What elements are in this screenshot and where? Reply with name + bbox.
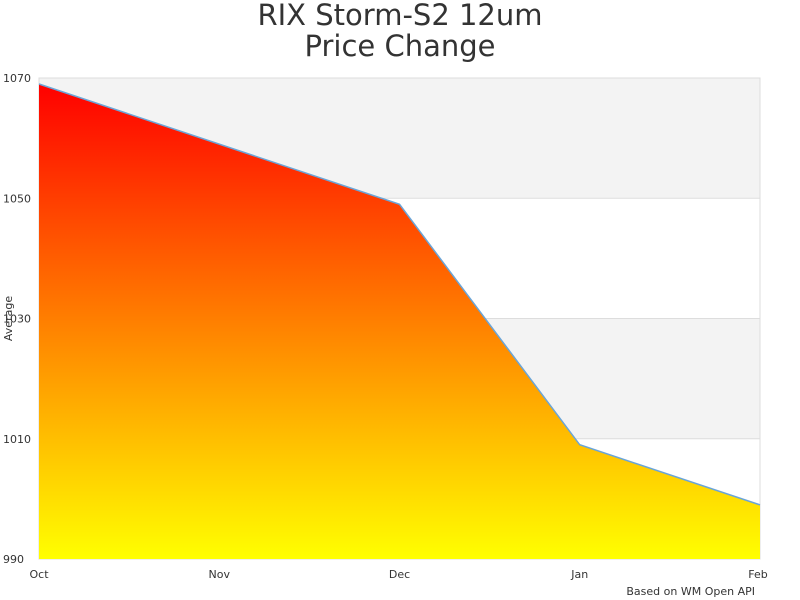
- y-tick-label: 1070: [3, 72, 31, 85]
- y-axis-label: Average: [2, 296, 15, 341]
- y-tick-label: 1010: [3, 433, 31, 446]
- y-tick-label: 990: [3, 553, 24, 566]
- x-tick-label: Jan: [570, 568, 588, 581]
- x-axis-tick-labels: Oct Nov Dec Jan Feb: [29, 568, 767, 581]
- chart-title-line-2: Price Change: [304, 29, 496, 63]
- chart-title-line-1: RIX Storm-S2 12um: [257, 0, 543, 32]
- x-tick-label: Nov: [209, 568, 231, 581]
- credit-text: Based on WM Open API: [626, 585, 755, 598]
- y-tick-label: 1050: [3, 192, 31, 205]
- y-axis-tick-labels: 990 1010 1030 1050 1070: [3, 72, 31, 566]
- x-tick-label: Feb: [748, 568, 767, 581]
- x-tick-label: Oct: [29, 568, 49, 581]
- x-tick-label: Dec: [389, 568, 410, 581]
- series-area: [39, 84, 760, 559]
- series-line: [38, 83, 761, 506]
- y-tick-label: 1030: [3, 313, 31, 326]
- chart-title: RIX Storm-S2 12um Price Change: [0, 0, 800, 62]
